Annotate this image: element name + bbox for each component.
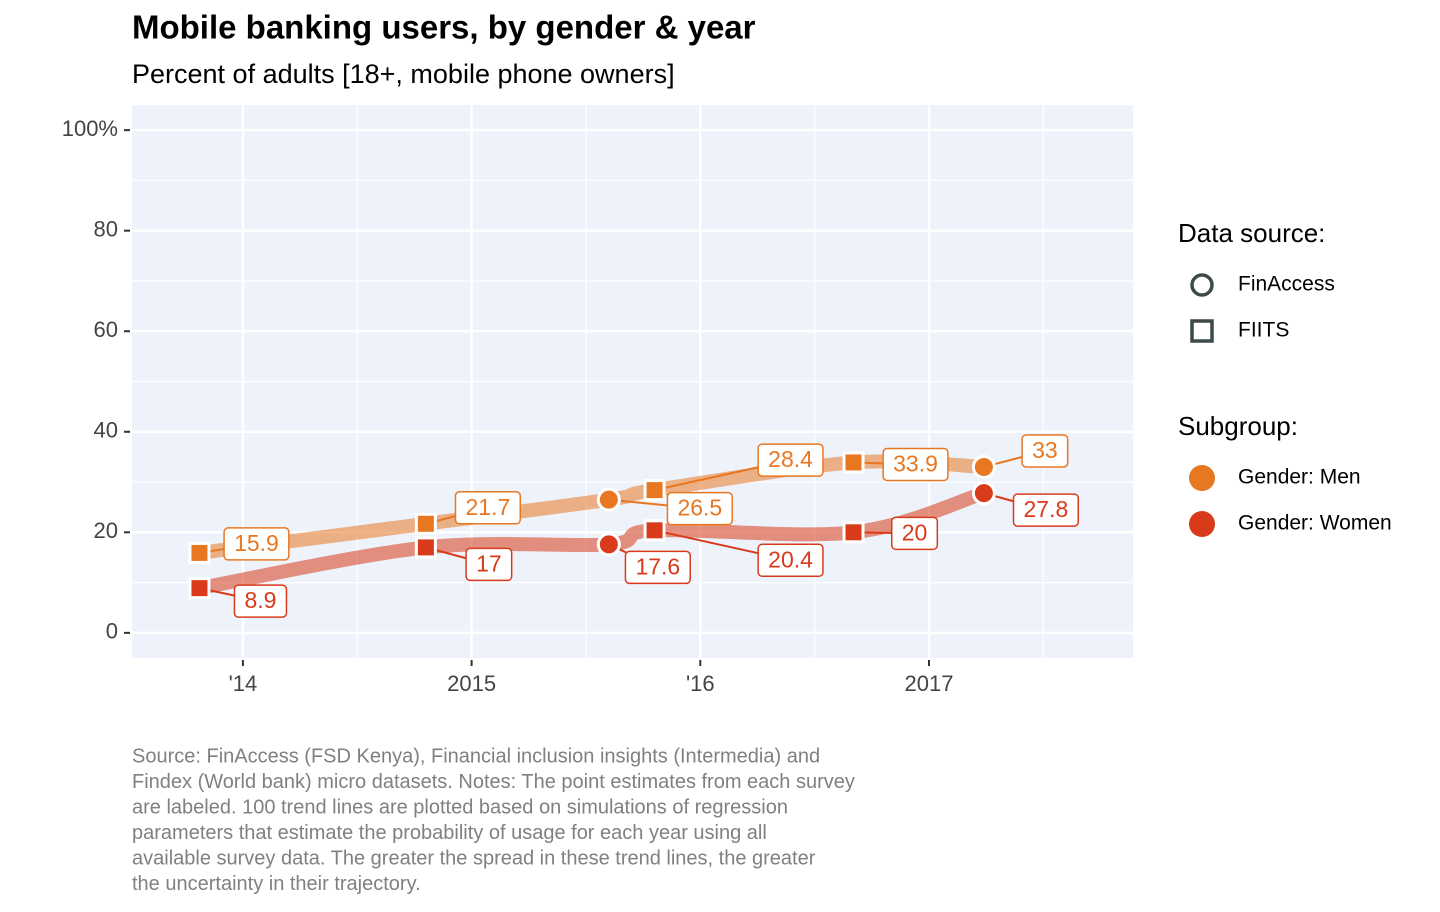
point (414, 512, 437, 535)
y-tick-label: 0 (106, 619, 118, 644)
legend-label: FinAccess (1238, 273, 1335, 296)
point (971, 454, 996, 479)
chart-subtitle: Percent of adults [18+, mobile phone own… (132, 59, 675, 89)
data-label-text: 17.6 (635, 553, 680, 579)
y-tick-label: 80 (94, 216, 118, 241)
data-label: 17 (465, 547, 513, 582)
data-label-box (1021, 434, 1069, 468)
x-tick-label: '14 (229, 671, 258, 696)
point (643, 519, 666, 542)
caption: Findex (World bank) micro datasets. Note… (132, 771, 855, 793)
point (842, 451, 865, 474)
data-label-text: 28.4 (768, 446, 813, 472)
data-label: 8.9 (233, 584, 288, 618)
data-label: 26.5 (666, 491, 733, 526)
legend-title: Subgroup: (1178, 411, 1298, 441)
point (643, 479, 666, 502)
caption: available survey data. The greater the s… (132, 847, 816, 869)
legend-label: FIITS (1238, 319, 1289, 342)
data-label: 28.4 (757, 443, 824, 477)
data-label-text: 20 (902, 519, 928, 545)
data-label-box (465, 547, 513, 582)
legend-symbol (1190, 319, 1214, 343)
data-label: 27.8 (1012, 493, 1080, 527)
legend-label: Gender: Women (1238, 512, 1392, 535)
data-label-box (890, 516, 939, 551)
data-label-box (666, 491, 733, 526)
x-tick-label: '16 (686, 671, 715, 696)
data-label: 17.6 (624, 550, 691, 585)
data-label: 20.4 (757, 543, 824, 578)
legend-symbol (1189, 511, 1215, 537)
point (188, 577, 211, 600)
data-label: 33.9 (882, 447, 949, 482)
data-label-text: 8.9 (244, 587, 276, 613)
point (188, 541, 211, 564)
y-tick-label: 40 (94, 418, 118, 443)
point (414, 536, 437, 559)
caption: parameters that estimate the probability… (132, 822, 767, 844)
data-label-text: 33 (1032, 437, 1058, 463)
caption: Source: FinAccess (FSD Kenya), Financial… (132, 745, 820, 767)
data-label: 33 (1021, 434, 1069, 468)
legend-label: Gender: Men (1238, 466, 1361, 489)
data-label-text: 26.5 (677, 495, 722, 521)
y-tick-label: 60 (94, 317, 118, 342)
data-label-box (624, 550, 691, 585)
caption: the uncertainty in their trajectory. (132, 873, 421, 895)
point (596, 487, 621, 512)
caption: are labeled. 100 trend lines are plotted… (132, 796, 788, 818)
chart-title: Mobile banking users, by gender & year (132, 9, 756, 46)
data-label-box (882, 447, 949, 482)
data-label-box (1012, 493, 1080, 527)
y-tick-label: 100% (62, 116, 118, 141)
data-label: 15.9 (223, 527, 290, 561)
data-label-box (223, 527, 290, 561)
point (596, 532, 621, 557)
data-label: 20 (890, 516, 939, 551)
legend-title: Data source: (1178, 218, 1325, 248)
data-label-text: 15.9 (234, 530, 279, 556)
data-label-text: 33.9 (893, 451, 938, 477)
point-layer (188, 451, 996, 600)
data-label-text: 17 (476, 550, 502, 576)
label-layer: 15.9 21.7 26.5 28.4 33.9 33 8.9 17 17.6 20.4 20 27.… (223, 434, 1080, 618)
data-label-text: 20.4 (768, 546, 813, 572)
legend-symbol (1190, 273, 1214, 297)
point (971, 481, 996, 506)
data-label-box (454, 491, 522, 525)
data-label: 21.7 (454, 491, 522, 525)
legend-symbol (1189, 465, 1215, 491)
x-tick-label: 2017 (905, 671, 954, 696)
data-label-box (757, 543, 824, 578)
y-tick-label: 20 (94, 518, 118, 543)
data-label-box (233, 584, 288, 618)
data-label-text: 21.7 (465, 494, 510, 520)
data-label-text: 27.8 (1024, 496, 1069, 522)
data-label-box (757, 443, 824, 477)
x-tick-label: 2015 (447, 671, 496, 696)
point (842, 521, 865, 544)
